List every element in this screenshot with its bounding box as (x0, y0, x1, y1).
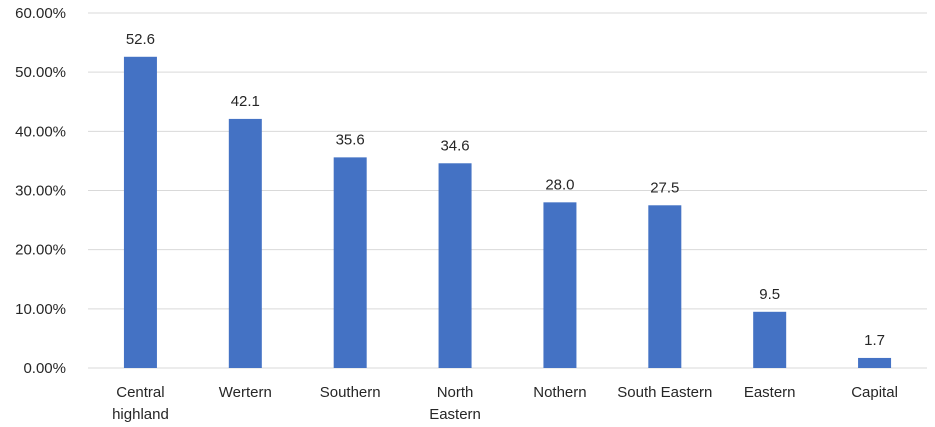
category-label: Wertern (219, 384, 272, 401)
data-label: 34.6 (440, 137, 469, 154)
data-label: 27.5 (650, 179, 679, 196)
y-tick-label: 0.00% (23, 360, 66, 377)
data-label: 1.7 (864, 332, 885, 349)
bar (543, 202, 577, 368)
y-tick-label: 30.00% (15, 183, 66, 200)
bars (123, 56, 892, 369)
y-tick-label: 60.00% (15, 5, 66, 22)
data-label: 42.1 (231, 93, 260, 110)
category-label: Eastern (744, 384, 796, 401)
data-label: 9.5 (759, 286, 780, 303)
x-axis-categories: Central highland Wertern Southern North Easte… (112, 384, 898, 423)
category-label: Central highland (112, 384, 169, 423)
data-label: 35.6 (336, 131, 365, 148)
category-label: Nothern (533, 384, 586, 401)
y-tick-label: 20.00% (15, 242, 66, 259)
y-tick-label: 40.00% (15, 123, 66, 140)
category-label: South Eastern (617, 384, 712, 401)
data-labels: 52.6 42.1 35.6 34.6 28.0 27.5 9.5 1.7 (126, 31, 885, 349)
bar (438, 163, 472, 368)
category-label: Southern (320, 384, 381, 401)
data-label: 28.0 (545, 176, 574, 193)
category-label: North Eastern (429, 384, 481, 423)
bar (648, 205, 682, 368)
y-tick-label: 50.00% (15, 64, 66, 81)
y-axis-ticks: 0.00% 10.00% 20.00% 30.00% 40.00% 50.00% 60.00… (15, 5, 66, 377)
y-tick-label: 10.00% (15, 301, 66, 318)
bar (753, 311, 787, 368)
category-label: Capital (851, 384, 898, 401)
gridlines (88, 12, 927, 369)
bar (858, 357, 892, 368)
data-label: 52.6 (126, 31, 155, 48)
bar (123, 56, 157, 369)
bar (228, 118, 262, 369)
bar (333, 157, 367, 368)
